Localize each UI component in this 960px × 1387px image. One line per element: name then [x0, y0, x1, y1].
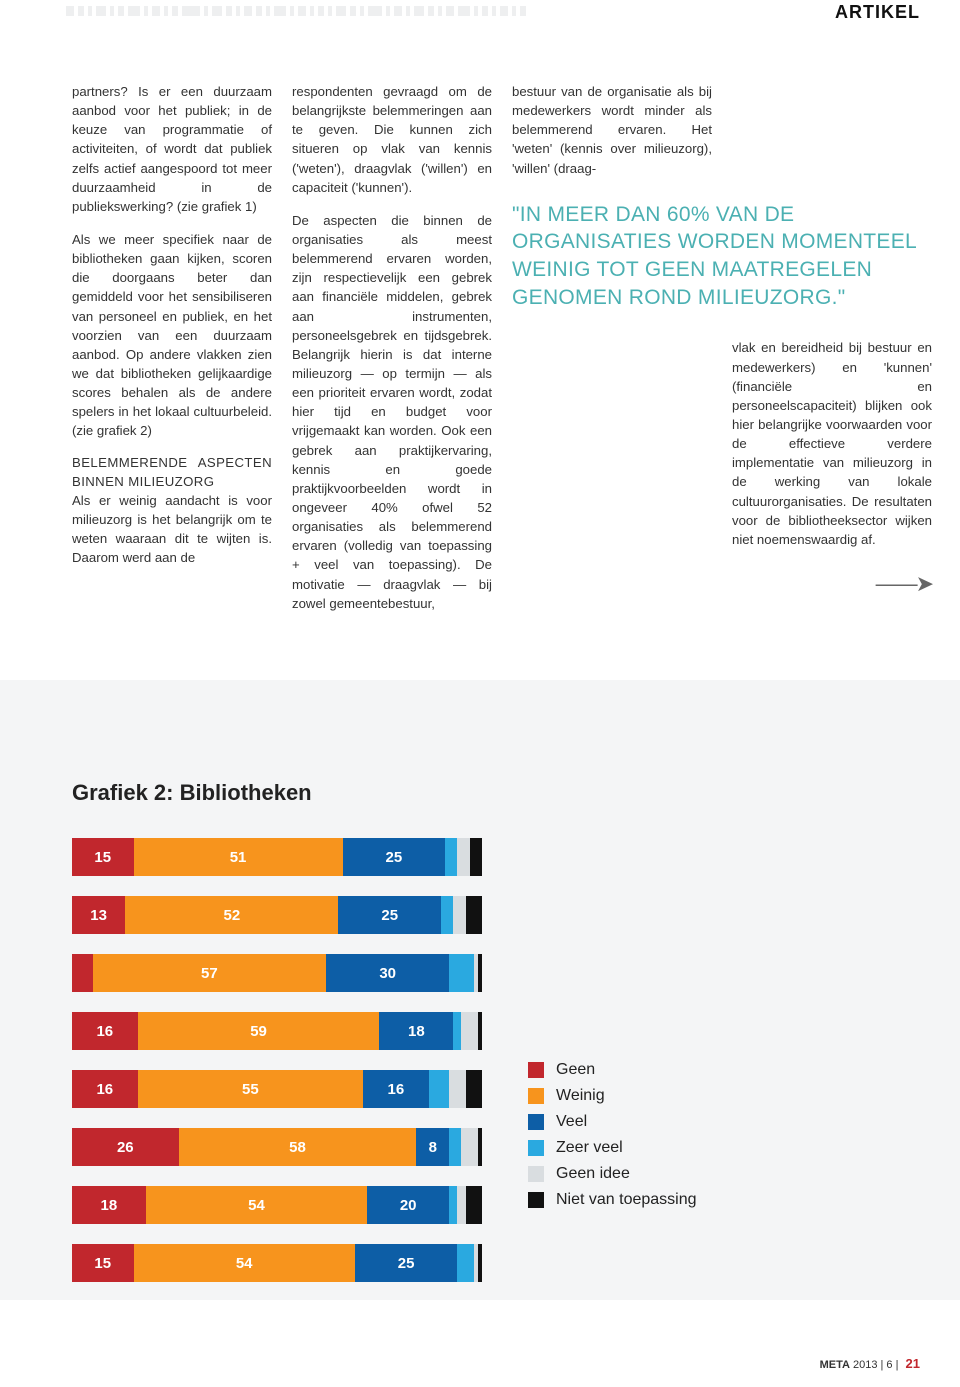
para: respondenten gevraagd om de belangrijkst…: [292, 82, 492, 197]
chart-segment-nvt: [466, 1070, 482, 1108]
chart-segment-zeer_veel: [445, 838, 457, 876]
section-tag: ARTIKEL: [835, 2, 920, 23]
chart-segment-geen: 15: [72, 838, 134, 876]
article-columns: partners? Is er een duurzaam aanbod voor…: [72, 82, 942, 613]
chart-bar-row: 185420: [72, 1186, 482, 1224]
legend-swatch: [528, 1114, 544, 1130]
chart-section: Grafiek 2: Bibliotheken 1551251352255730…: [0, 680, 960, 1300]
chart-bars: 1551251352255730165918165516265881854201…: [72, 838, 482, 1282]
chart-segment-geen_idee: [457, 838, 469, 876]
legend-label: Niet van toepassing: [556, 1191, 697, 1209]
pull-quote: "IN MEER DAN 60% VAN DE ORGANISATIES WOR…: [512, 201, 932, 325]
para: vlak en bereidheid bij bestuur en medewe…: [732, 338, 932, 562]
chart-bar-row: 155125: [72, 838, 482, 876]
chart-title: Grafiek 2: Bibliotheken: [72, 780, 888, 806]
chart-segment-geen_idee: [453, 896, 465, 934]
chart-segment-veel: 18: [379, 1012, 453, 1050]
chart-segment-geen_idee: [461, 1128, 477, 1166]
chart-segment-geen: [72, 954, 93, 992]
legend-label: Geen: [556, 1061, 595, 1079]
chart-bar-row: 135225: [72, 896, 482, 934]
legend-swatch: [528, 1166, 544, 1182]
legend-label: Weinig: [556, 1087, 605, 1105]
chart-segment-nvt: [466, 896, 482, 934]
legend-item: Veel: [528, 1113, 697, 1131]
chart-segment-weinig: 57: [93, 954, 327, 992]
subhead: BELEMMERENDE ASPECTEN BINNEN MILIEUZORG: [72, 453, 272, 491]
chart-bar-row: 26588: [72, 1128, 482, 1166]
legend-swatch: [528, 1192, 544, 1208]
chart-segment-weinig: 58: [179, 1128, 417, 1166]
para: bestuur van de organisatie als bij medew…: [512, 82, 712, 191]
chart-segment-weinig: 52: [125, 896, 338, 934]
chart-segment-veel: 25: [343, 838, 446, 876]
page-footer: META 2013 | 6 | 21: [820, 1356, 920, 1371]
chart-segment-zeer_veel: [453, 1012, 461, 1050]
chart-segment-nvt: [478, 1012, 482, 1050]
chart-segment-geen_idee: [457, 1186, 465, 1224]
chart-segment-veel: 16: [363, 1070, 429, 1108]
legend-swatch: [528, 1140, 544, 1156]
chart-segment-veel: 25: [338, 896, 441, 934]
chart-segment-zeer_veel: [449, 954, 474, 992]
chart-segment-geen: 16: [72, 1070, 138, 1108]
legend-item: Weinig: [528, 1087, 697, 1105]
chart-segment-nvt: [478, 1128, 482, 1166]
para: partners? Is er een duurzaam aanbod voor…: [72, 82, 272, 216]
chart-segment-nvt: [478, 1244, 482, 1282]
col-left: partners? Is er een duurzaam aanbod voor…: [72, 82, 272, 613]
continue-arrow-icon: ——➤: [732, 568, 932, 613]
chart-segment-geen: 16: [72, 1012, 138, 1050]
chart-segment-geen: 15: [72, 1244, 134, 1282]
chart-segment-geen: 26: [72, 1128, 179, 1166]
para: Als we meer specifiek naar de bibliothek…: [72, 230, 272, 441]
chart-bar-row: 5730: [72, 954, 482, 992]
chart-segment-veel: 8: [416, 1128, 449, 1166]
chart-legend: Geen Weinig Veel Zeer veel Geen idee Niet van…: [528, 1061, 697, 1209]
legend-item: Zeer veel: [528, 1139, 697, 1157]
chart-segment-weinig: 54: [146, 1186, 367, 1224]
para: Als er weinig aandacht is voor milieuzor…: [72, 491, 272, 568]
legend-item: Niet van toepassing: [528, 1191, 697, 1209]
chart-segment-nvt: [478, 954, 482, 992]
chart-segment-weinig: 59: [138, 1012, 380, 1050]
legend-swatch: [528, 1088, 544, 1104]
chart-bar-row: 165918: [72, 1012, 482, 1050]
chart-segment-veel: 20: [367, 1186, 449, 1224]
chart-bar-row: 165516: [72, 1070, 482, 1108]
legend-swatch: [528, 1062, 544, 1078]
decor-top-bars: [66, 6, 656, 16]
legend-label: Zeer veel: [556, 1139, 623, 1157]
col-mid: respondenten gevraagd om de belangrijkst…: [292, 82, 492, 613]
chart-segment-zeer_veel: [457, 1244, 473, 1282]
legend-item: Geen: [528, 1061, 697, 1079]
legend-item: Geen idee: [528, 1165, 697, 1183]
chart-segment-nvt: [466, 1186, 482, 1224]
legend-label: Veel: [556, 1113, 587, 1131]
chart-segment-zeer_veel: [441, 896, 453, 934]
chart-segment-veel: 25: [355, 1244, 458, 1282]
para: De aspecten die binnen de organisaties a…: [292, 211, 492, 613]
chart-segment-zeer_veel: [429, 1070, 450, 1108]
chart-bar-row: 155425: [72, 1244, 482, 1282]
chart-segment-nvt: [470, 838, 482, 876]
chart-segment-veel: 30: [326, 954, 449, 992]
chart-segment-weinig: 55: [138, 1070, 364, 1108]
footer-issue: 2013 | 6 |: [853, 1359, 898, 1371]
footer-mag: META: [820, 1359, 850, 1371]
chart-segment-geen: 18: [72, 1186, 146, 1224]
chart-segment-zeer_veel: [449, 1186, 457, 1224]
legend-label: Geen idee: [556, 1165, 630, 1183]
chart-segment-zeer_veel: [449, 1128, 461, 1166]
col-right-wrap: bestuur van de organisatie als bij medew…: [512, 82, 932, 613]
footer-page: 21: [906, 1356, 920, 1371]
chart-segment-geen_idee: [449, 1070, 465, 1108]
chart-segment-weinig: 51: [134, 838, 343, 876]
chart-segment-geen: 13: [72, 896, 125, 934]
chart-segment-weinig: 54: [134, 1244, 355, 1282]
chart-segment-geen_idee: [461, 1012, 477, 1050]
